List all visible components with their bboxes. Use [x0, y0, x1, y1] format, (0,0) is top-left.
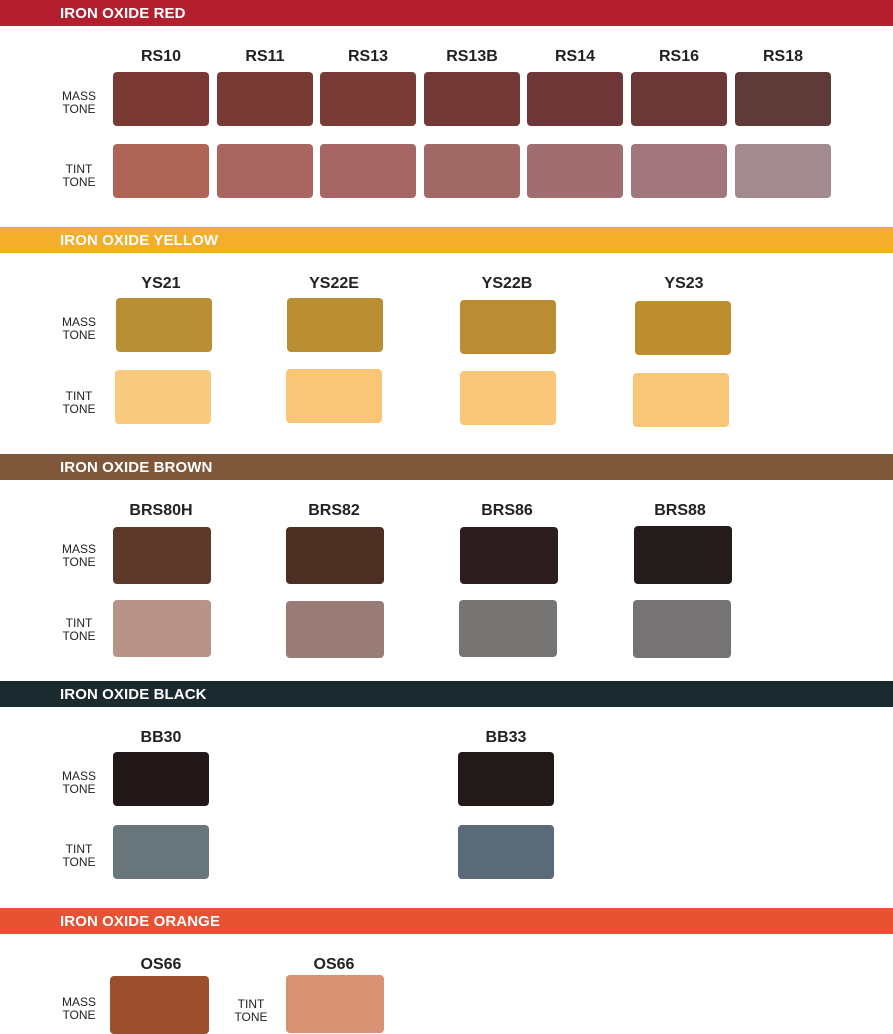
tint-tone-swatch: [113, 600, 211, 657]
section-band-yellow: IRON OXIDE YELLOW: [0, 227, 893, 253]
section-band-orange: IRON OXIDE ORANGE: [0, 908, 893, 934]
tint-tone-swatch: [286, 975, 384, 1033]
color-code: BB33: [485, 729, 527, 746]
mass-tone-swatch: [320, 72, 416, 126]
mass-tone-swatch: [634, 526, 732, 584]
tint-tone-swatch: [527, 144, 623, 198]
color-code: YS22B: [481, 275, 533, 292]
color-code: RS13: [347, 48, 389, 65]
mass-tone-swatch: [113, 752, 209, 806]
color-code: RS14: [554, 48, 596, 65]
mass-tone-swatch: [116, 298, 212, 352]
mass-tone-label: MASS TONE: [61, 542, 96, 569]
mass-tone-swatch: [286, 527, 384, 584]
color-code: BB30: [140, 729, 182, 746]
color-code: BRS86: [481, 502, 533, 519]
color-code: YS22E: [309, 275, 359, 292]
section-title: IRON OXIDE RED: [60, 5, 186, 22]
mass-tone-label: MASS TONE: [61, 995, 96, 1022]
tint-tone-swatch: [458, 825, 554, 879]
tint-tone-swatch: [633, 373, 729, 427]
mass-tone-swatch: [735, 72, 831, 126]
color-code: OS66: [140, 956, 182, 973]
tint-tone-swatch: [735, 144, 831, 198]
color-code: YS21: [141, 275, 181, 292]
tint-tone-swatch: [286, 601, 384, 658]
section-band-brown: IRON OXIDE BROWN: [0, 454, 893, 480]
mass-tone-swatch: [631, 72, 727, 126]
tint-tone-label: TINT TONE: [62, 842, 96, 869]
tint-tone-swatch: [633, 600, 731, 658]
tint-tone-label: TINT TONE: [234, 997, 268, 1024]
mass-tone-swatch: [635, 301, 731, 355]
tint-tone-label: TINT TONE: [62, 162, 96, 189]
mass-tone-swatch: [460, 300, 556, 354]
mass-tone-swatch: [424, 72, 520, 126]
mass-tone-swatch: [287, 298, 383, 352]
color-code: YS23: [664, 275, 704, 292]
color-code: RS18: [762, 48, 804, 65]
section-title: IRON OXIDE ORANGE: [60, 913, 221, 930]
tint-tone-swatch: [320, 144, 416, 198]
mass-tone-swatch: [217, 72, 313, 126]
mass-tone-label: MASS TONE: [61, 769, 96, 796]
tint-tone-swatch: [217, 144, 313, 198]
color-code: BRS82: [308, 502, 360, 519]
section-title: IRON OXIDE YELLOW: [60, 232, 219, 249]
mass-tone-swatch: [113, 72, 209, 126]
tint-tone-swatch: [286, 369, 382, 423]
tint-tone-swatch: [115, 370, 211, 424]
tint-tone-swatch: [113, 825, 209, 879]
tint-tone-swatch: [113, 144, 209, 198]
section-band-black: IRON OXIDE BLACK: [0, 681, 893, 707]
tint-tone-label: TINT TONE: [62, 616, 96, 643]
tint-tone-swatch: [631, 144, 727, 198]
section-title: IRON OXIDE BROWN: [60, 459, 213, 476]
color-code: OS66: [313, 956, 355, 973]
section-band-red: IRON OXIDE RED: [0, 0, 893, 26]
mass-tone-swatch: [110, 976, 209, 1034]
color-code: BRS80H: [129, 502, 193, 519]
color-code: RS11: [245, 48, 285, 65]
tint-tone-swatch: [459, 600, 557, 657]
mass-tone-swatch: [460, 527, 558, 584]
mass-tone-label: MASS TONE: [61, 89, 96, 116]
color-code: RS13B: [446, 48, 498, 65]
tint-tone-label: TINT TONE: [62, 389, 96, 416]
mass-tone-label: MASS TONE: [61, 315, 96, 342]
color-code: BRS88: [654, 502, 706, 519]
tint-tone-swatch: [424, 144, 520, 198]
section-title: IRON OXIDE BLACK: [60, 686, 207, 703]
mass-tone-swatch: [113, 527, 211, 584]
color-code: RS16: [658, 48, 700, 65]
color-code: RS10: [140, 48, 182, 65]
mass-tone-swatch: [527, 72, 623, 126]
tint-tone-swatch: [460, 371, 556, 425]
mass-tone-swatch: [458, 752, 554, 806]
